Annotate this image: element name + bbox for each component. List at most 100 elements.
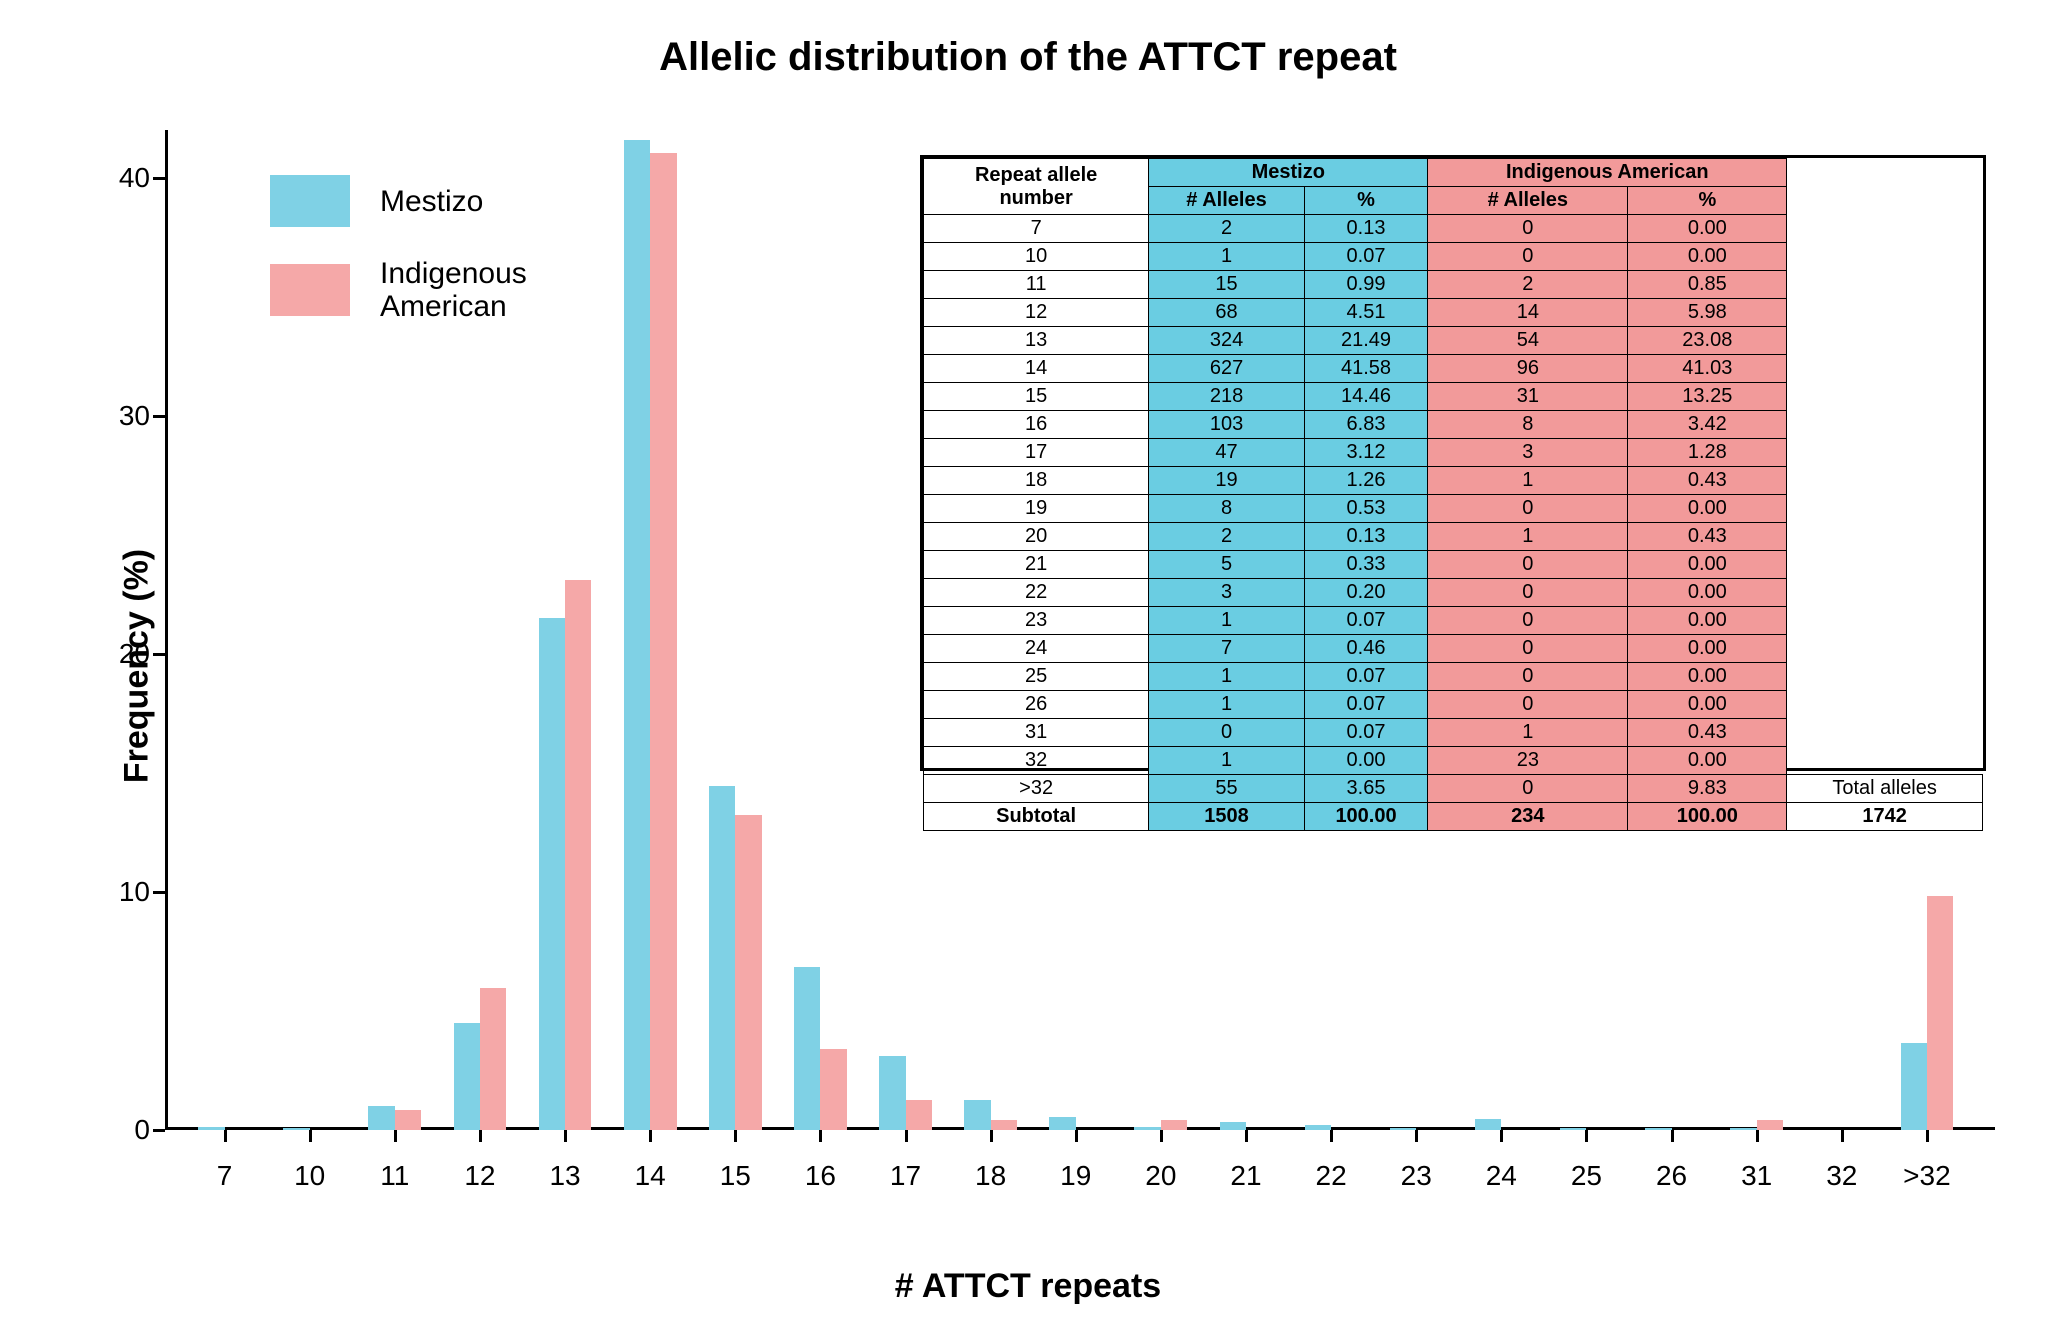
th-repeat: Repeat allelenumber [924, 159, 1149, 215]
cell-i-alleles: 0 [1428, 607, 1628, 635]
cell-i-pct: 0.00 [1628, 215, 1787, 243]
x-tick-label: 11 [380, 1160, 409, 1192]
cell-repeat: 7 [924, 215, 1149, 243]
cell-i-alleles: 0 [1428, 215, 1628, 243]
x-tick-label: 23 [1401, 1160, 1432, 1192]
cell-i-pct: 1.28 [1628, 439, 1787, 467]
x-tick-label: 16 [805, 1160, 836, 1192]
cell-m-pct: 6.83 [1304, 411, 1427, 439]
cell-i-pct: 0.43 [1628, 719, 1787, 747]
bar [709, 786, 735, 1130]
cell-i-alleles: 0 [1428, 775, 1628, 803]
x-tick-mark [1926, 1130, 1929, 1142]
cell-i-pct: 3.42 [1628, 411, 1787, 439]
x-tick-label: 25 [1571, 1160, 1602, 1192]
cell-m-alleles: 55 [1149, 775, 1305, 803]
cell-m-pct: 0.53 [1304, 495, 1427, 523]
cell-i-alleles: 23 [1428, 747, 1628, 775]
cell-repeat: 13 [924, 327, 1149, 355]
cell-m-pct: 0.20 [1304, 579, 1427, 607]
cell-m-pct: 0.13 [1304, 523, 1427, 551]
bar [1161, 1120, 1187, 1130]
cell-repeat: 31 [924, 719, 1149, 747]
th-alleles: # Alleles [1149, 187, 1305, 215]
x-tick-mark [1330, 1130, 1333, 1142]
cell-subtotal-i-a: 234 [1428, 803, 1628, 831]
x-tick-mark [649, 1130, 652, 1142]
chart-title: Allelic distribution of the ATTCT repeat [0, 35, 2056, 80]
x-tick-label: 24 [1486, 1160, 1517, 1192]
cell-i-alleles: 1 [1428, 719, 1628, 747]
x-tick-mark [1415, 1130, 1418, 1142]
cell-repeat: 26 [924, 691, 1149, 719]
cell-repeat: 18 [924, 467, 1149, 495]
cell-m-alleles: 103 [1149, 411, 1305, 439]
cell-i-alleles: 8 [1428, 411, 1628, 439]
cell-i-pct: 0.00 [1628, 635, 1787, 663]
cell-m-alleles: 1 [1149, 607, 1305, 635]
bar [1049, 1117, 1075, 1130]
bar [1730, 1128, 1756, 1130]
bar [454, 1023, 480, 1130]
cell-repeat: 25 [924, 663, 1149, 691]
x-tick-label: 14 [635, 1160, 666, 1192]
x-tick-label: 12 [464, 1160, 495, 1192]
x-tick-mark [905, 1130, 908, 1142]
cell-i-pct: 0.00 [1628, 243, 1787, 271]
cell-repeat: 32 [924, 747, 1149, 775]
cell-m-alleles: 19 [1149, 467, 1305, 495]
bar [1390, 1128, 1416, 1130]
cell-i-pct: 41.03 [1628, 355, 1787, 383]
y-tick-mark [153, 891, 165, 894]
cell-i-alleles: 2 [1428, 271, 1628, 299]
x-tick-mark [1500, 1130, 1503, 1142]
cell-subtotal-i-p: 100.00 [1628, 803, 1787, 831]
cell-repeat: 14 [924, 355, 1149, 383]
cell-i-alleles: 1 [1428, 523, 1628, 551]
cell-m-pct: 14.46 [1304, 383, 1427, 411]
cell-subtotal-m-a: 1508 [1149, 803, 1305, 831]
x-tick-label: 22 [1316, 1160, 1347, 1192]
cell-i-pct: 0.00 [1628, 663, 1787, 691]
cell-m-pct: 0.13 [1304, 215, 1427, 243]
y-tick-mark [153, 1129, 165, 1132]
bar [1134, 1127, 1160, 1130]
cell-i-pct: 9.83 [1628, 775, 1787, 803]
cell-i-pct: 0.43 [1628, 523, 1787, 551]
cell-m-pct: 0.33 [1304, 551, 1427, 579]
x-tick-label: 7 [217, 1160, 233, 1192]
cell-i-pct: 0.00 [1628, 495, 1787, 523]
cell-m-alleles: 0 [1149, 719, 1305, 747]
y-tick-label: 10 [90, 876, 150, 908]
cell-i-pct: 0.85 [1628, 271, 1787, 299]
table-row: >32553.6509.83Total alleles [924, 775, 1983, 803]
cell-i-pct: 0.00 [1628, 551, 1787, 579]
bar [1645, 1128, 1671, 1130]
x-tick-mark [990, 1130, 993, 1142]
cell-i-alleles: 31 [1428, 383, 1628, 411]
cell-m-alleles: 1 [1149, 691, 1305, 719]
legend-swatch [270, 264, 350, 316]
cell-m-pct: 0.46 [1304, 635, 1427, 663]
bar [1757, 1120, 1783, 1130]
x-tick-mark [1075, 1130, 1078, 1142]
bar [735, 815, 761, 1130]
cell-i-pct: 23.08 [1628, 327, 1787, 355]
cell-i-alleles: 96 [1428, 355, 1628, 383]
legend-item: Mestizo [270, 175, 527, 227]
bar [1305, 1125, 1331, 1130]
cell-repeat: 12 [924, 299, 1149, 327]
bar [565, 580, 591, 1130]
bar [1901, 1043, 1927, 1130]
cell-i-pct: 0.00 [1628, 691, 1787, 719]
cell-repeat: 16 [924, 411, 1149, 439]
cell-i-pct: 5.98 [1628, 299, 1787, 327]
bar [650, 153, 676, 1130]
cell-repeat: 15 [924, 383, 1149, 411]
cell-i-pct: 13.25 [1628, 383, 1787, 411]
x-tick-mark [394, 1130, 397, 1142]
cell-m-alleles: 68 [1149, 299, 1305, 327]
y-tick-label: 20 [90, 638, 150, 670]
bar [1560, 1128, 1586, 1130]
bar [480, 988, 506, 1130]
